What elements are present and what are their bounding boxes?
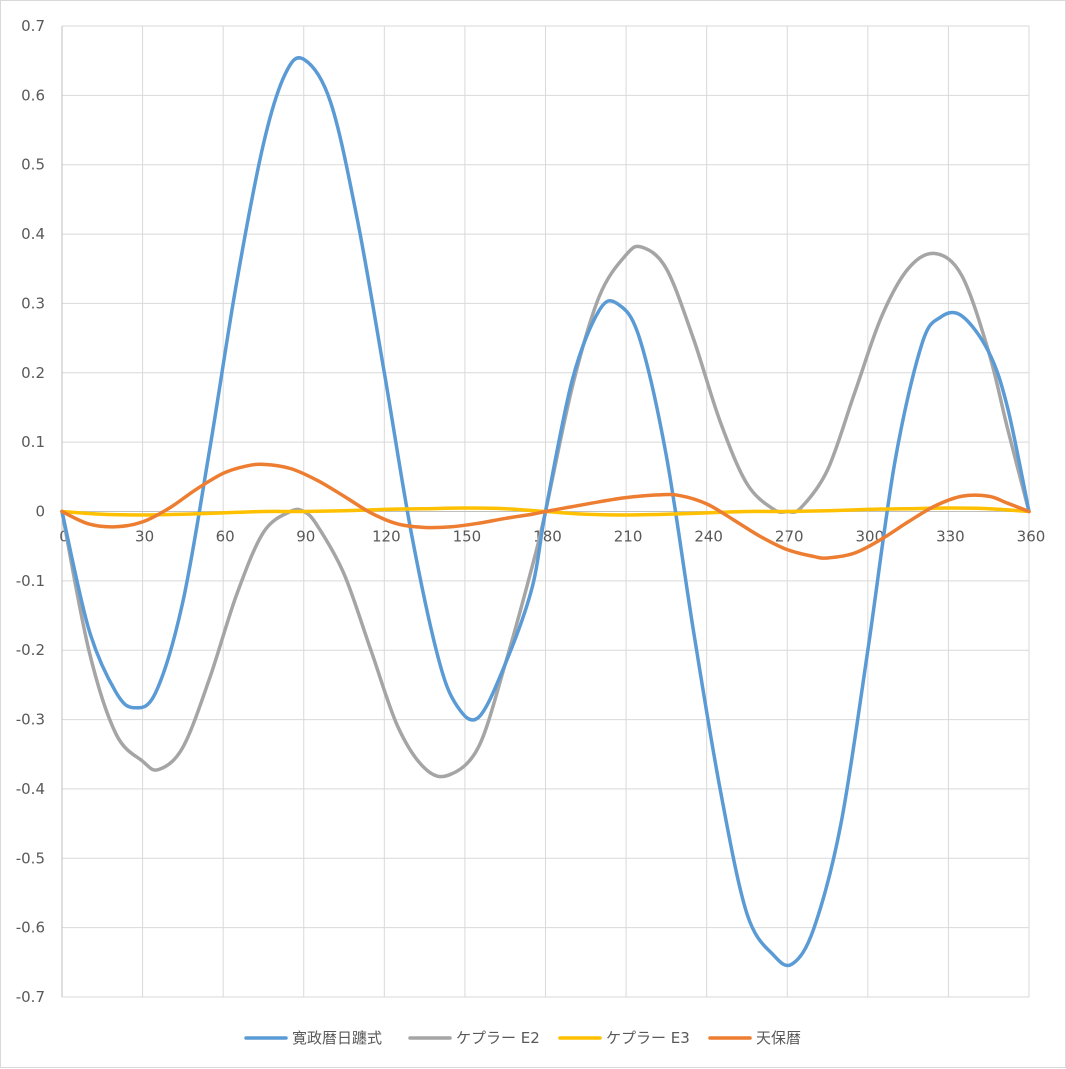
y-tick-label: 0 [35, 503, 45, 521]
x-tick-label: 300 [856, 528, 885, 546]
y-tick-label: -0.4 [16, 780, 45, 798]
y-tick-label: 0.5 [21, 156, 45, 174]
y-tick-label: -0.5 [16, 849, 45, 867]
y-tick-label: -0.6 [16, 919, 45, 937]
x-tick-label: 120 [372, 528, 401, 546]
y-tick-label: 0.7 [21, 17, 45, 35]
legend: 寛政暦日躔式 ケプラー E2 ケプラー E3 天保暦 [244, 1029, 801, 1047]
y-tick-label: -0.1 [16, 572, 45, 590]
legend-label: 寛政暦日躔式 [292, 1029, 382, 1047]
x-tick-label: 90 [296, 528, 315, 546]
series-line-0 [60, 56, 1031, 968]
x-tick-label: 0 [59, 528, 69, 546]
y-tick-label: -0.2 [16, 641, 45, 659]
series-line-3 [60, 462, 1031, 560]
y-tick-label: 0.6 [21, 86, 45, 104]
x-tick-label: 60 [216, 528, 235, 546]
y-tick-label: 0.3 [21, 294, 45, 312]
series-lines [60, 56, 1031, 968]
legend-label: ケプラー E2 [456, 1029, 540, 1047]
x-tick-label: 270 [775, 528, 804, 546]
y-tick-label: 0.4 [21, 225, 45, 243]
x-tick-label: 150 [453, 528, 482, 546]
x-tick-label: 240 [694, 528, 723, 546]
x-tick-label: 30 [135, 528, 154, 546]
y-tick-label: -0.7 [16, 988, 45, 1006]
y-axis-tick-labels: 0.7 0.6 0.5 0.4 0.3 0.2 0.1 0 -0.1 -0.2 -0.3 -0.4 -0… [16, 17, 45, 1006]
x-tick-label: 360 [1017, 528, 1046, 546]
y-tick-label: 0.2 [21, 364, 45, 382]
x-tick-label: 330 [936, 528, 965, 546]
y-tick-label: 0.1 [21, 433, 45, 451]
y-tick-label: -0.3 [16, 711, 45, 729]
legend-label: 天保暦 [756, 1029, 801, 1047]
x-tick-label: 210 [614, 528, 643, 546]
legend-label: ケプラー E3 [606, 1029, 690, 1047]
